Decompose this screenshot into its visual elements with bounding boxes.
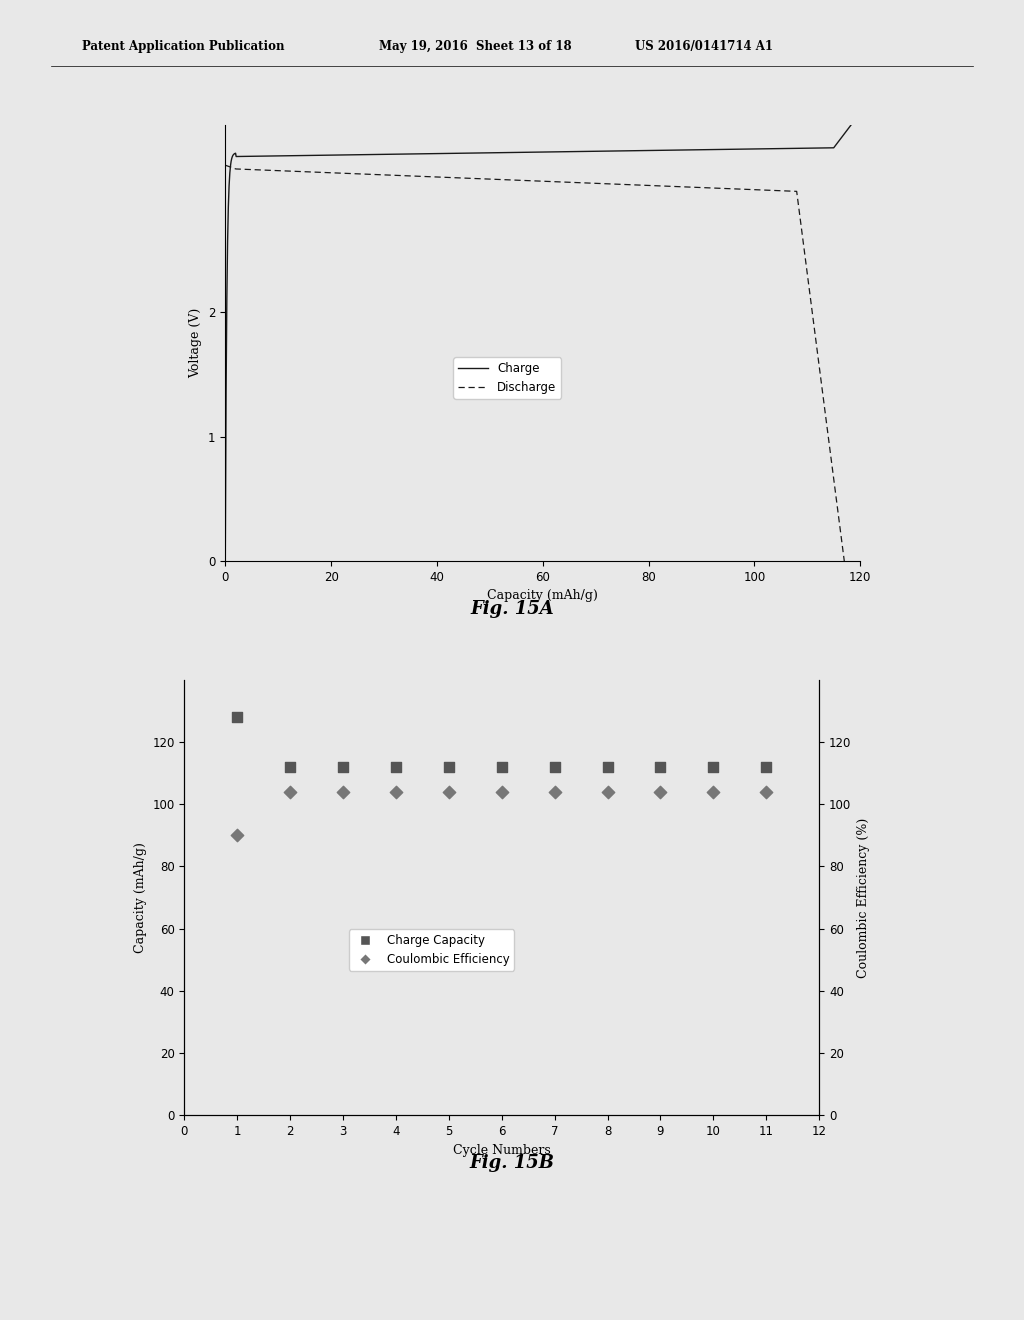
Line: Discharge: Discharge [225, 165, 844, 561]
Discharge [797, 235, 809, 251]
Discharge [838, 553, 850, 569]
Charge [219, 553, 231, 569]
Point [388, 781, 404, 803]
Point [599, 756, 615, 777]
Point [547, 756, 563, 777]
Point [758, 781, 774, 803]
Charge [594, 144, 606, 160]
Charge [854, 106, 866, 121]
Point [706, 756, 722, 777]
Legend: Charge, Discharge: Charge, Discharge [454, 358, 561, 399]
Discharge [219, 157, 231, 173]
Point [652, 781, 669, 803]
Discharge [831, 502, 844, 517]
Point [440, 781, 457, 803]
Charge [295, 148, 307, 164]
Discharge [336, 165, 348, 181]
Point [706, 781, 722, 803]
Y-axis label: Capacity (mAh/g): Capacity (mAh/g) [134, 842, 146, 953]
Point [229, 706, 246, 727]
Discharge [628, 177, 640, 193]
Point [229, 825, 246, 846]
Point [335, 781, 351, 803]
Point [440, 756, 457, 777]
Point [494, 756, 510, 777]
Point [282, 756, 298, 777]
Y-axis label: Coulombic Efficiency (%): Coulombic Efficiency (%) [857, 817, 869, 978]
Text: May 19, 2016  Sheet 13 of 18: May 19, 2016 Sheet 13 of 18 [379, 40, 571, 53]
Charge [349, 147, 361, 162]
Point [599, 781, 615, 803]
Text: US 2016/0141714 A1: US 2016/0141714 A1 [635, 40, 773, 53]
Point [388, 756, 404, 777]
Point [652, 756, 669, 777]
Point [335, 756, 351, 777]
Point [282, 781, 298, 803]
X-axis label: Cycle Numbers: Cycle Numbers [453, 1143, 551, 1156]
Charge [804, 140, 816, 156]
Line: Charge: Charge [225, 114, 860, 561]
Charge [231, 149, 244, 165]
Text: Fig. 15A: Fig. 15A [470, 599, 554, 618]
Text: Fig. 15B: Fig. 15B [469, 1154, 555, 1172]
Legend: Charge Capacity, Coulombic Efficiency: Charge Capacity, Coulombic Efficiency [349, 929, 514, 970]
Discharge [740, 181, 753, 197]
X-axis label: Capacity (mAh/g): Capacity (mAh/g) [487, 589, 598, 602]
Point [758, 756, 774, 777]
Point [547, 781, 563, 803]
Discharge [386, 168, 398, 183]
Text: Patent Application Publication: Patent Application Publication [82, 40, 285, 53]
Y-axis label: Voltage (V): Voltage (V) [189, 308, 203, 379]
Charge [577, 144, 589, 160]
Point [494, 781, 510, 803]
